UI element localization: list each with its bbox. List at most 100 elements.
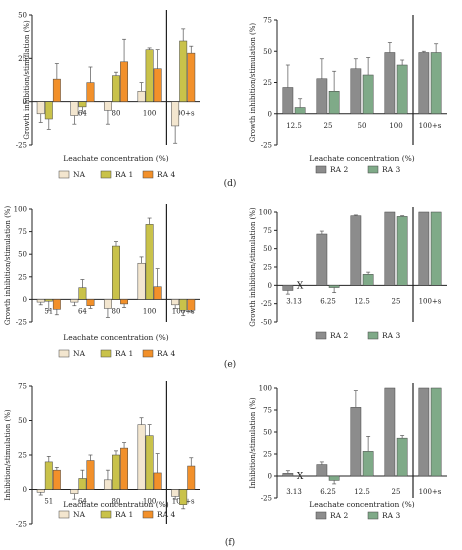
p2-bar-2-3 xyxy=(153,286,162,300)
p0-bar-1-1 xyxy=(78,101,87,108)
p0-x-tick-label-1: 64 xyxy=(78,110,87,118)
p5-x-tick-label-1: 6.25 xyxy=(320,488,336,496)
p1-bar-0-4 xyxy=(418,52,430,114)
p2-x-axis-title: Leachate concentration (%) xyxy=(63,333,169,342)
p4-bar-1-0 xyxy=(44,461,53,490)
p2-legend-swatch-2 xyxy=(142,349,154,358)
p1-bar-0-1 xyxy=(316,78,328,114)
p4-y-tick-label-3: 50 xyxy=(18,417,27,425)
p5-bar-0-1 xyxy=(316,464,328,477)
p5-x-axis-title: Leachate concentration (%) xyxy=(309,500,415,509)
p2-bar-2-0 xyxy=(52,299,61,310)
p2-x-tick-label-3: 100 xyxy=(143,307,156,315)
p1-y-tick-label-1: 0 xyxy=(268,110,272,118)
p5-y-axis-title: Inhibition/stimulation (%) xyxy=(249,397,257,488)
p5-x-tick-label-0: 3.13 xyxy=(286,488,302,496)
p4-bar-0-4 xyxy=(171,489,180,497)
p4-bar-0-0 xyxy=(36,489,45,493)
p0-legend-swatch-2 xyxy=(142,170,154,179)
p4-bar-0-1 xyxy=(70,489,79,494)
p1-bar-1-1 xyxy=(328,91,340,114)
p1-legend-swatch-0 xyxy=(315,165,327,174)
p2-bar-1-3 xyxy=(145,224,154,300)
p3-bar-1-3 xyxy=(396,216,408,286)
p2-y-tick-label-4: 75 xyxy=(18,228,27,236)
p1-y-tick-label-4: 75 xyxy=(263,17,272,25)
p5-legend-swatch-0 xyxy=(315,511,327,520)
p5-y-tick-label-2: 25 xyxy=(263,451,272,459)
p0-bar-2-2 xyxy=(120,61,129,102)
p4-legend-swatch-0 xyxy=(58,510,70,519)
p0-y-tick-label-2: 25 xyxy=(18,55,27,63)
p5-y-tick-label-4: 75 xyxy=(263,407,272,415)
p2-bar-0-4 xyxy=(171,299,180,306)
p0-legend-label-1: RA 1 xyxy=(115,170,133,179)
p5-bar-1-3 xyxy=(396,437,408,477)
p4-y-tick-label-4: 75 xyxy=(18,383,27,391)
p4-legend-label-1: RA 1 xyxy=(115,510,133,519)
p4-bar-0-3 xyxy=(137,424,146,490)
p3-bar-0-4 xyxy=(418,211,430,286)
p0-bar-0-2 xyxy=(103,101,112,111)
p2-bar-2-4 xyxy=(187,299,196,311)
p0-y-axis-title: Growth inhibition/stimulation (%) xyxy=(23,20,31,140)
p2-bar-0-3 xyxy=(137,262,146,300)
p4-x-axis-title: Leachate concentration (%) xyxy=(63,500,169,509)
p3-x-tick-label-3: 25 xyxy=(392,297,401,305)
p5-y-tick-label-5: 100 xyxy=(259,385,272,393)
p3-x-tick-label-2: 12.5 xyxy=(354,297,370,305)
p0-bar-0-3 xyxy=(137,91,146,102)
p4-bar-1-1 xyxy=(78,478,87,490)
p4-x-tick-label-3: 100 xyxy=(143,498,156,506)
p2-x-tick-label-0: 51 xyxy=(44,307,53,315)
p1-x-tick-label-3: 100 xyxy=(389,122,402,130)
p1-legend-swatch-1 xyxy=(367,165,379,174)
p1-bar-1-2 xyxy=(362,74,374,114)
p0-bar-1-0 xyxy=(44,101,53,120)
p3-y-tick-label-6: 100 xyxy=(259,209,272,217)
p3-bar-0-0 xyxy=(282,285,294,291)
p0-legend-label-0: NA xyxy=(73,170,86,179)
p4-y-axis-title: Inhibition/stimulation (%) xyxy=(4,409,12,500)
p4-bar-0-2 xyxy=(103,479,112,490)
p3-bar-1-1 xyxy=(328,285,340,288)
p3-legend-swatch-0 xyxy=(315,331,327,340)
p1-x-tick-label-4: 100+s xyxy=(419,122,442,130)
p4-bar-1-3 xyxy=(145,435,154,490)
p4-bar-1-4 xyxy=(179,489,188,505)
panel-label-d: (d) xyxy=(224,178,237,189)
p1-bar-1-0 xyxy=(294,107,306,114)
p3-unavailable-marker-0: X xyxy=(297,281,304,291)
p1-y-tick-label-3: 50 xyxy=(263,48,272,56)
p5-y-tick-label-1: 0 xyxy=(268,473,272,481)
p5-legend-label-0: RA 2 xyxy=(330,511,348,520)
p2-legend-label-1: RA 1 xyxy=(115,349,133,358)
p0-bar-0-1 xyxy=(70,101,79,116)
p0-y-tick-label-3: 50 xyxy=(18,12,27,20)
p5-bar-0-2 xyxy=(350,407,362,477)
p0-bar-0-0 xyxy=(36,101,45,115)
p5-bar-0-4 xyxy=(418,387,430,477)
p3-x-tick-label-0: 3.13 xyxy=(286,297,302,305)
p1-x-tick-label-1: 25 xyxy=(324,122,333,130)
p5-bar-1-1 xyxy=(328,475,340,481)
p1-bar-0-3 xyxy=(384,52,396,114)
p1-bar-0-2 xyxy=(350,68,362,114)
p5-legend-swatch-1 xyxy=(367,511,379,520)
p4-bar-2-3 xyxy=(153,472,162,490)
p4-y-tick-label-0: -25 xyxy=(16,521,27,529)
p4-bar-2-2 xyxy=(120,447,129,490)
p5-x-tick-label-2: 12.5 xyxy=(354,488,370,496)
p5-y-tick-label-0: -25 xyxy=(261,495,272,503)
p0-bar-0-4 xyxy=(171,101,180,127)
p1-legend-label-1: RA 3 xyxy=(382,165,400,174)
p4-y-tick-label-2: 25 xyxy=(18,452,27,460)
p1-bar-1-4 xyxy=(430,52,442,114)
p5-bar-1-2 xyxy=(362,451,374,477)
p1-y-tick-label-2: 25 xyxy=(263,79,272,87)
p3-bar-0-1 xyxy=(316,233,328,286)
p5-x-tick-label-3: 25 xyxy=(392,488,401,496)
p1-x-axis-title: Leachate concentration (%) xyxy=(309,154,415,163)
p4-x-tick-label-0: 51 xyxy=(44,498,53,506)
